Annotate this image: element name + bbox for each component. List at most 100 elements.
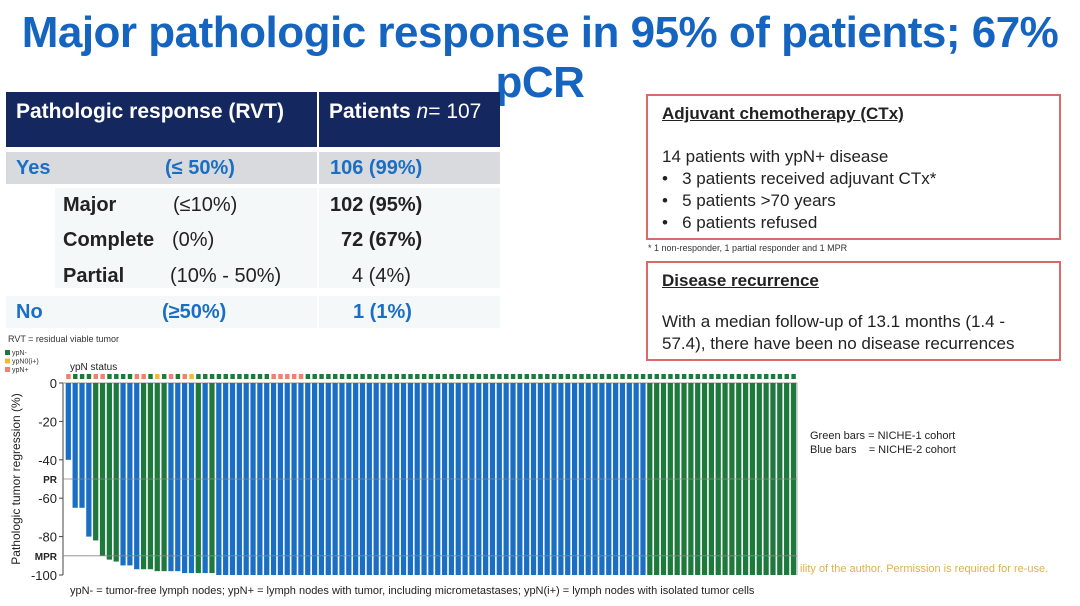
row-no-bg — [6, 296, 317, 328]
status-marker — [462, 374, 468, 379]
status-marker — [702, 374, 707, 379]
status-marker — [278, 374, 283, 379]
status-marker — [244, 374, 249, 379]
status-marker — [517, 374, 523, 379]
status-marker — [107, 374, 112, 379]
status-marker — [120, 374, 126, 379]
bar — [106, 383, 112, 560]
sub-rows-bg2 — [319, 188, 500, 288]
cohort-legend: Green bars = NICHE-1 cohort Blue bars = … — [810, 429, 956, 457]
status-marker — [442, 374, 447, 379]
table-header-response: Pathologic response (RVT) — [6, 92, 317, 147]
status-marker — [558, 374, 564, 379]
y-tick-label: -80 — [38, 530, 57, 545]
status-marker — [490, 374, 495, 379]
status-marker — [599, 374, 605, 379]
reference-label-mpr: MPR — [35, 552, 58, 563]
status-marker — [374, 374, 379, 379]
status-marker — [203, 374, 208, 379]
status-marker — [196, 374, 201, 379]
status-marker — [586, 374, 591, 379]
status-marker — [161, 374, 167, 379]
row-yes-range: (≤ 50%) — [165, 156, 235, 179]
status-marker — [298, 374, 304, 379]
status-marker — [456, 374, 461, 379]
status-marker — [538, 374, 543, 379]
status-marker — [312, 374, 317, 379]
status-marker — [421, 374, 427, 379]
legend-label: ypN- — [12, 350, 27, 357]
status-marker — [387, 374, 393, 379]
header-n: n — [416, 100, 429, 123]
status-marker — [435, 374, 441, 379]
chart-footnote: ypN- = tumor-free lymph nodes; ypN+ = ly… — [70, 585, 755, 597]
legend-swatch-N+ — [5, 367, 10, 372]
y-tick-label: -60 — [38, 491, 57, 506]
legend-label: ypN0(i+) — [12, 359, 39, 366]
row-major-label: Major — [63, 193, 117, 216]
header-text: Patients — [329, 100, 417, 123]
status-marker — [305, 374, 311, 379]
bar — [86, 383, 92, 537]
status-marker — [353, 374, 358, 379]
status-marker — [209, 374, 215, 379]
status-marker — [415, 374, 420, 379]
y-tick-label: -20 — [38, 414, 57, 429]
status-marker — [250, 374, 256, 379]
status-marker — [408, 374, 413, 379]
status-marker — [668, 374, 673, 379]
bar — [181, 383, 188, 574]
slide-title: Major pathologic response in 95% of pati… — [21, 8, 1059, 107]
status-marker — [326, 374, 331, 379]
status-marker — [640, 374, 646, 379]
bar — [195, 383, 201, 574]
bar — [202, 383, 208, 574]
status-marker — [620, 374, 625, 379]
status-marker — [469, 374, 475, 379]
row-yes-bg — [6, 152, 317, 184]
status-marker — [743, 374, 748, 379]
status-marker — [175, 374, 181, 379]
status-marker — [264, 374, 270, 379]
status-marker — [770, 374, 776, 379]
status-marker — [750, 374, 755, 379]
status-marker — [777, 374, 783, 379]
bar — [127, 383, 133, 566]
row-yes-value: 106 (99%) — [330, 156, 423, 179]
y-tick-label: -100 — [31, 568, 57, 583]
row-no-bg2 — [319, 296, 500, 328]
status-marker — [681, 374, 687, 379]
bar — [93, 383, 99, 541]
status-marker — [134, 374, 140, 379]
row-major-value: 102 (95%) — [330, 193, 423, 216]
status-marker — [79, 374, 85, 379]
header-n-value: = 107 — [428, 100, 482, 123]
status-marker — [545, 374, 550, 379]
status-marker — [476, 374, 482, 379]
bar — [65, 383, 71, 460]
status-marker — [237, 374, 242, 379]
bar — [113, 383, 119, 562]
cohort-legend-blue: Blue bars = NICHE-2 cohort — [810, 444, 956, 456]
bullet-text: 3 patients received adjuvant CTx* — [682, 169, 937, 188]
status-marker — [346, 374, 352, 379]
status-marker — [757, 374, 762, 379]
bar — [140, 383, 147, 570]
rvt-footnote: RVT = residual viable tumor — [8, 334, 119, 344]
adjuvant-bullet: • 5 patients >70 years — [662, 191, 836, 210]
status-marker — [654, 374, 659, 379]
row-no-range: (≥50%) — [162, 300, 227, 323]
adjuvant-intro: 14 patients with ypN+ disease — [662, 147, 889, 166]
row-major-range: (≤10%) — [173, 193, 238, 216]
status-marker — [531, 374, 536, 379]
table-header-patients: Patients n= 107 — [319, 92, 500, 147]
status-marker — [114, 374, 119, 379]
bar — [175, 383, 181, 572]
status-marker — [634, 374, 639, 379]
status-marker — [497, 374, 502, 379]
status-marker — [579, 374, 584, 379]
status-marker — [572, 374, 577, 379]
status-marker — [592, 374, 598, 379]
y-tick-label: -40 — [38, 453, 57, 468]
cohort-legend-green: Green bars = NICHE-1 cohort — [810, 430, 956, 442]
